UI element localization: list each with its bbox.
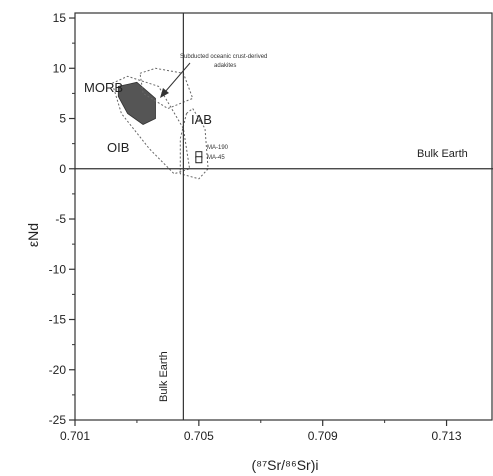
adakite-label-line2: adakites — [214, 63, 236, 69]
adakite-arrow-head — [160, 88, 169, 98]
field-morb — [117, 81, 156, 125]
y-tick-label: 0 — [59, 162, 66, 176]
adakite-arrow-line — [164, 62, 191, 93]
field-subducted-oceanic-crust-derived-adakites — [139, 67, 194, 109]
x-axis-label: (⁸⁷Sr/⁸⁶Sr)i — [252, 457, 319, 473]
x-tick-label: 0.709 — [308, 429, 338, 443]
y-tick-label: 5 — [59, 112, 66, 126]
y-tick-label: -15 — [49, 313, 67, 327]
adakite-label-line1: Subducted oceanic crust-derived — [180, 54, 267, 60]
reference-lines — [75, 13, 493, 420]
bulk-earth-horizontal-label: Bulk Earth — [417, 148, 468, 160]
bulk-earth-vertical-label: Bulk Earth — [158, 351, 170, 402]
iab-label: IAB — [191, 112, 212, 127]
oib-label: OIB — [107, 140, 129, 155]
sample-label-ma190: MA-190 — [207, 145, 229, 151]
sample-label-ma45: MA-45 — [207, 155, 225, 161]
y-tick-label: -20 — [49, 363, 67, 377]
plot-frame — [74, 12, 493, 421]
morb-label: MORB — [84, 80, 123, 95]
sample-point-ma-45 — [195, 156, 203, 164]
y-tick-label: 15 — [53, 11, 67, 25]
x-ticks: 0.701 0.705 0.709 0.713 — [60, 420, 462, 443]
x-tick-label: 0.713 — [432, 429, 462, 443]
y-axis-label: εNd — [25, 223, 41, 247]
x-tick-label: 0.701 — [60, 429, 90, 443]
fields-layer — [111, 67, 209, 180]
samples-layer — [195, 151, 203, 164]
y-tick-label: -10 — [49, 262, 67, 276]
y-tick-label: 10 — [53, 61, 67, 75]
y-ticks: 15 10 5 0 -5 -10 -15 -20 -25 — [49, 11, 75, 427]
y-tick-label: -25 — [49, 413, 67, 427]
field-oib — [111, 75, 191, 175]
y-tick-label: -5 — [55, 212, 66, 226]
x-tick-label: 0.705 — [184, 429, 214, 443]
